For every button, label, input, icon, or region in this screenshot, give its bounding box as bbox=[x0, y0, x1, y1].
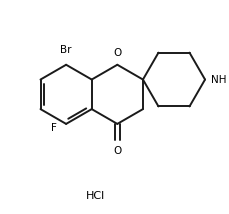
Text: Br: Br bbox=[60, 45, 72, 55]
Text: O: O bbox=[113, 147, 121, 156]
Text: F: F bbox=[51, 123, 57, 133]
Text: O: O bbox=[113, 48, 121, 58]
Text: HCl: HCl bbox=[86, 191, 105, 201]
Text: NH: NH bbox=[211, 74, 227, 85]
